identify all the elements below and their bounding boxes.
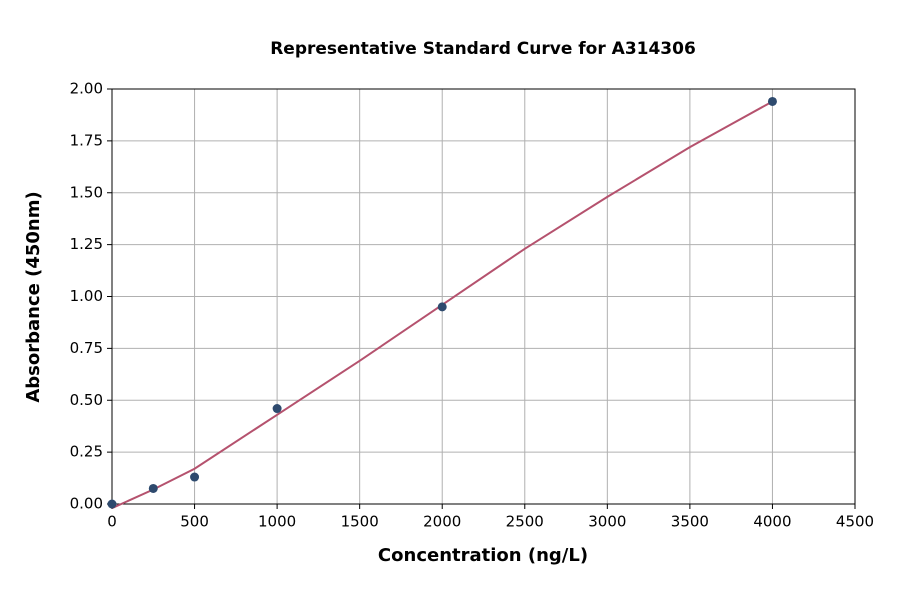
y-tick-label: 1.75	[70, 131, 103, 149]
plot-frame	[111, 88, 856, 505]
data-point	[272, 404, 282, 414]
data-point	[107, 499, 117, 509]
fit-curve	[111, 100, 773, 510]
y-tick-label: 1.00	[70, 287, 103, 305]
y-tick-label: 0.50	[70, 391, 103, 409]
data-point	[437, 302, 447, 312]
x-tick-label: 4500	[836, 513, 874, 531]
y-tick-label: 0.75	[70, 339, 103, 357]
y-tick-label: 0.00	[70, 495, 103, 513]
x-tick-label: 3000	[588, 513, 626, 531]
data-point	[190, 472, 200, 482]
y-tick-label: 2.00	[70, 80, 103, 98]
y-tick-label: 1.25	[70, 235, 103, 253]
y-tick-label: 0.25	[70, 443, 103, 461]
chart-title: Representative Standard Curve for A31430…	[270, 39, 696, 59]
x-tick-label: 3500	[671, 513, 709, 531]
x-tick-label: 2500	[506, 513, 544, 531]
x-tick-label: 2000	[423, 513, 461, 531]
data-point	[767, 96, 777, 106]
x-axis-label: Concentration (ng/L)	[378, 545, 588, 566]
x-tick-label: 1000	[258, 513, 296, 531]
data-point	[148, 483, 158, 493]
x-tick-label: 0	[107, 513, 117, 531]
y-tick-label: 1.50	[70, 183, 103, 201]
x-tick-label: 500	[180, 513, 209, 531]
x-tick-label: 1500	[341, 513, 379, 531]
y-axis-label: Absorbance (450nm)	[23, 191, 44, 402]
x-tick-label: 4000	[753, 513, 791, 531]
